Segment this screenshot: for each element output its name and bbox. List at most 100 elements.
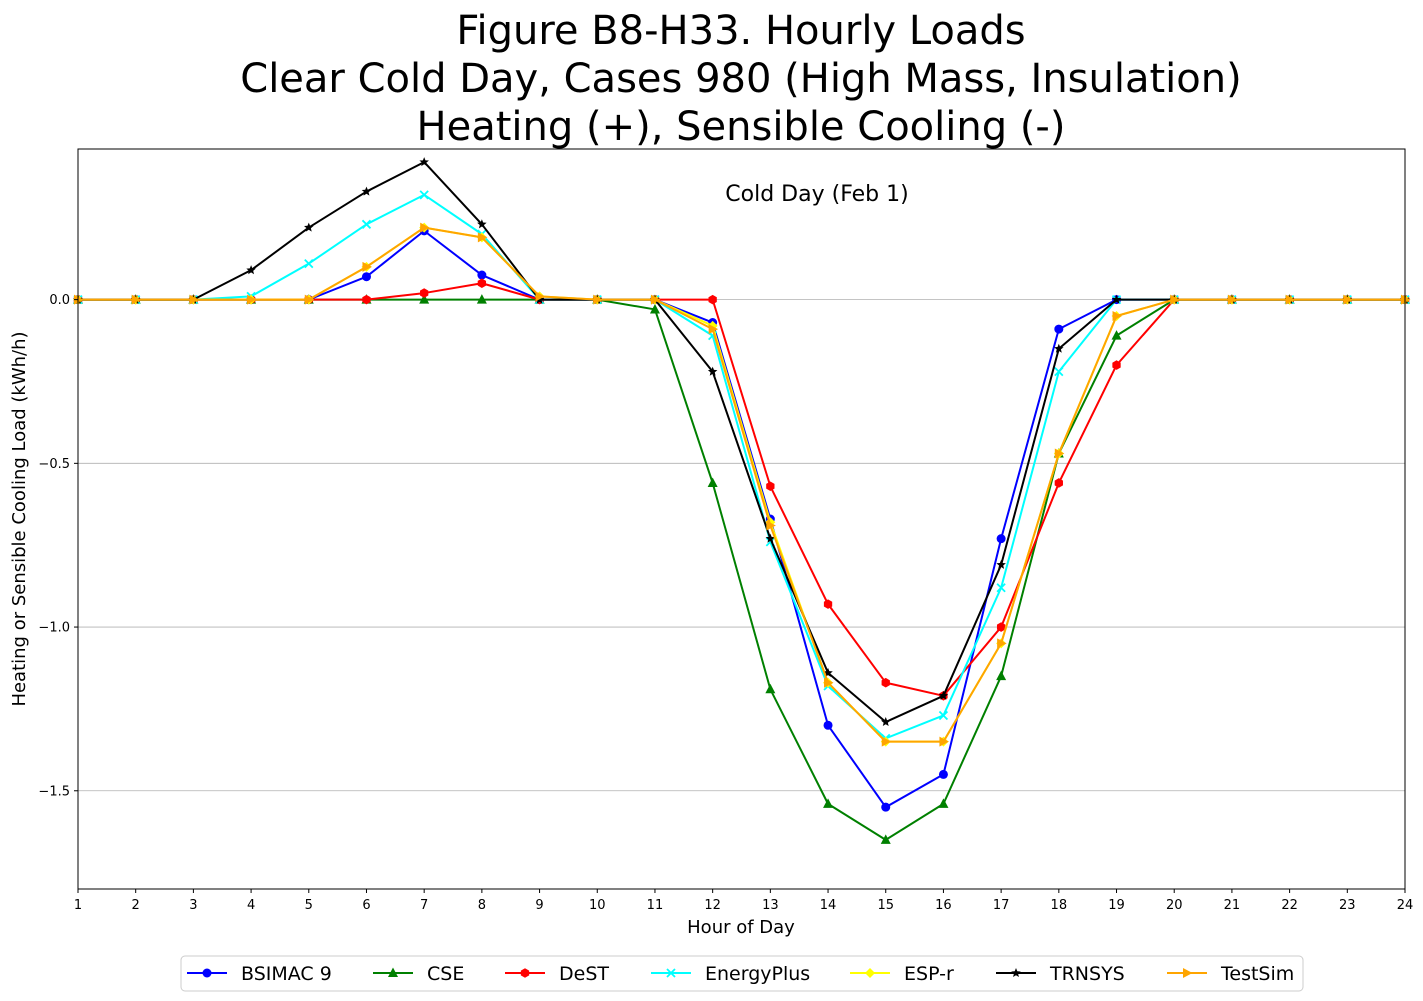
series-line xyxy=(78,193,1405,740)
legend-marker xyxy=(1011,968,1021,978)
series-cse xyxy=(73,294,1410,844)
data-point xyxy=(996,670,1007,681)
legend-marker xyxy=(202,968,212,978)
data-point xyxy=(938,769,948,779)
data-point xyxy=(476,294,487,304)
title-line-1: Figure B8-H33. Hourly Loads xyxy=(456,8,1025,54)
data-point xyxy=(823,720,833,730)
series-line xyxy=(78,298,1405,841)
legend-label: TestSim xyxy=(1220,963,1294,985)
series-line xyxy=(78,229,1405,809)
data-point xyxy=(650,294,661,305)
data-point xyxy=(881,736,892,747)
data-point xyxy=(880,717,891,727)
legend-label: TRNSYS xyxy=(1049,963,1125,985)
data-point xyxy=(361,219,372,229)
data-point xyxy=(304,222,314,232)
x-tick-label: 2 xyxy=(132,898,140,913)
data-point xyxy=(1285,294,1296,305)
data-point xyxy=(765,533,776,543)
series-line xyxy=(78,282,1405,697)
legend-marker xyxy=(388,967,398,977)
legend: BSIMAC 9 CSE DeST EnergyPlus ESP-r TRNSYS Test… xyxy=(180,955,1304,992)
x-tick-label: 4 xyxy=(247,898,255,913)
series-dest xyxy=(73,278,1410,701)
data-point xyxy=(708,324,719,335)
x-tick-label: 24 xyxy=(1397,898,1414,913)
data-point xyxy=(766,481,775,492)
grid-lines xyxy=(78,299,1405,792)
data-point xyxy=(707,366,718,376)
legend-entry: BSIMAC 9 xyxy=(187,963,332,985)
data-point xyxy=(74,294,84,305)
data-point xyxy=(420,288,429,298)
y-axis-ticks: 0.0 −0.5 −1.0 −1.5 xyxy=(38,293,78,799)
data-point xyxy=(477,232,488,243)
data-point xyxy=(938,798,949,808)
data-point xyxy=(247,294,257,305)
data-point xyxy=(939,736,949,747)
legend-marker xyxy=(666,968,676,978)
series-esp-r xyxy=(73,222,1410,747)
data-point xyxy=(1401,294,1411,305)
data-point xyxy=(938,690,949,700)
data-point xyxy=(707,477,718,487)
x-axis-ticks: 1 2 3 4 5 6 7 8 9 10 11 12 13 14 15 16 17 18 19 20 21 22 23 24 xyxy=(74,889,1413,913)
legend-entry: TRNSYS xyxy=(996,963,1125,985)
data-point xyxy=(1111,330,1122,340)
data-point xyxy=(1054,343,1064,353)
data-point xyxy=(304,258,314,269)
legend-label: DeST xyxy=(559,963,609,985)
y-tick-label: −1.0 xyxy=(38,621,70,636)
data-point xyxy=(1111,294,1122,304)
data-point xyxy=(189,294,199,305)
legend-box xyxy=(180,955,1304,992)
series-line xyxy=(78,226,1405,743)
legend-label: CSE xyxy=(427,963,464,985)
title-line-3: Heating (+), Sensible Cooling (-) xyxy=(417,104,1066,150)
data-point xyxy=(823,798,834,808)
legend-entry: DeST xyxy=(505,963,609,985)
data-point xyxy=(996,622,1006,632)
data-point xyxy=(881,677,890,688)
series-lines xyxy=(73,157,1411,844)
data-point xyxy=(362,294,371,305)
legend-marker xyxy=(865,968,875,978)
legend-entry: TestSim xyxy=(1167,963,1294,985)
legend-label: BSIMAC 9 xyxy=(241,963,332,985)
data-point xyxy=(996,534,1006,544)
data-point xyxy=(997,638,1007,649)
data-point xyxy=(131,294,142,305)
data-point xyxy=(824,677,834,688)
x-tick-label: 9 xyxy=(535,898,543,913)
data-point xyxy=(477,278,487,289)
x-tick-label: 22 xyxy=(1281,898,1298,913)
data-point xyxy=(765,683,776,694)
data-point xyxy=(1343,294,1353,305)
data-point xyxy=(361,186,372,196)
data-point xyxy=(419,190,429,200)
x-tick-label: 15 xyxy=(877,898,894,913)
legend-entry: ESP-r xyxy=(850,963,954,985)
data-point xyxy=(649,303,660,314)
data-point xyxy=(1054,367,1064,377)
data-point xyxy=(1112,360,1121,370)
data-point xyxy=(304,294,315,305)
data-point xyxy=(823,667,833,677)
series-bsimac-9 xyxy=(73,226,1410,812)
data-point xyxy=(535,291,546,302)
x-tick-label: 14 xyxy=(820,898,837,913)
x-tick-label: 17 xyxy=(993,898,1010,913)
data-point xyxy=(823,599,833,609)
data-point xyxy=(420,222,430,233)
chart-annotation: Cold Day (Feb 1) xyxy=(725,182,908,207)
title-line-2: Clear Cold Day, Cases 980 (High Mass, In… xyxy=(240,56,1241,102)
x-tick-label: 20 xyxy=(1166,898,1183,913)
y-tick-label: −1.5 xyxy=(38,784,70,799)
data-point xyxy=(246,265,256,275)
data-point xyxy=(419,294,430,304)
x-tick-label: 13 xyxy=(762,898,779,913)
data-point xyxy=(477,270,487,280)
y-axis-label: Heating or Sensible Cooling Load (kWh/h) xyxy=(9,331,30,706)
